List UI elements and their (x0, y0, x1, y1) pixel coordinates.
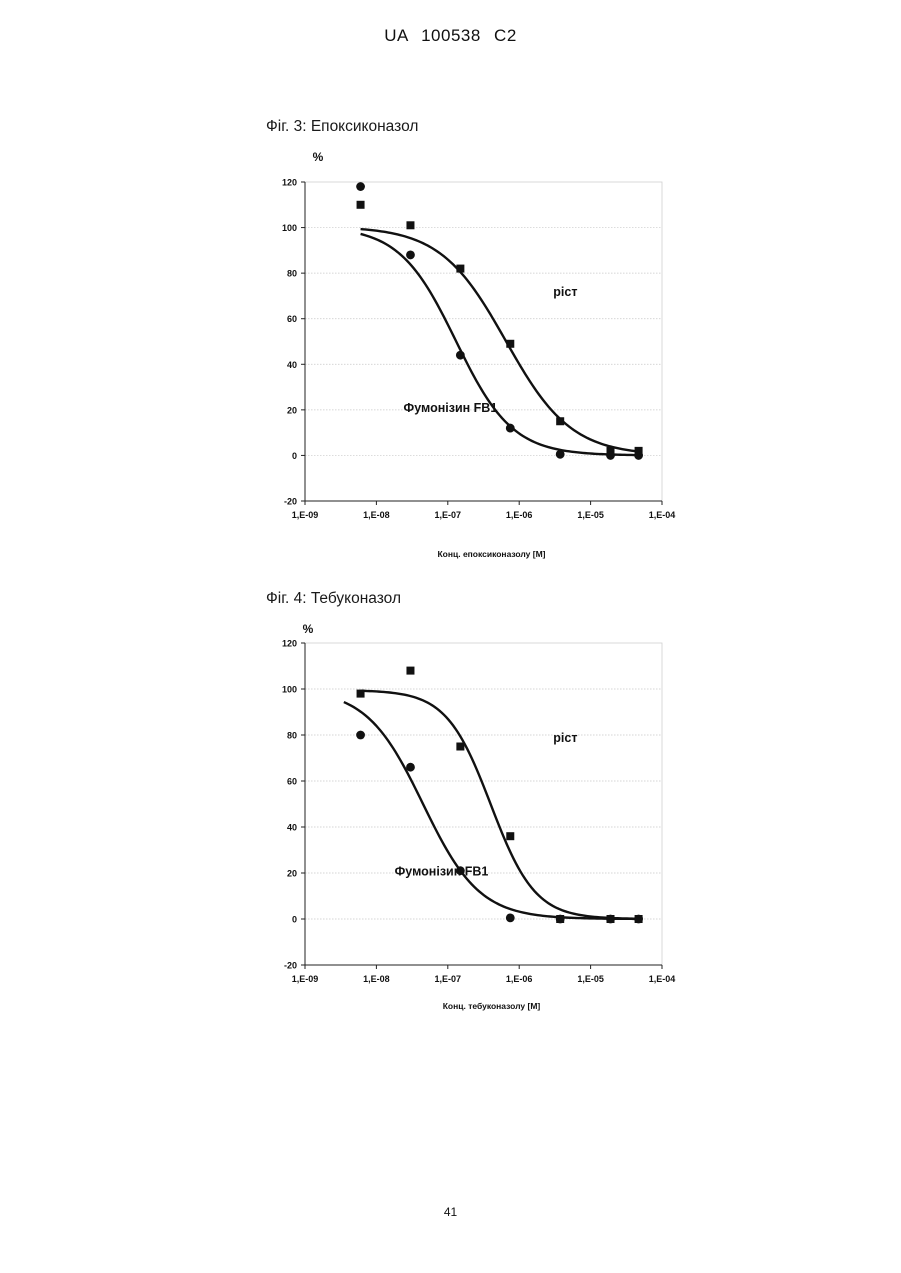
x-tick-label: 1,E-05 (577, 974, 604, 984)
x-tick-label: 1,E-05 (577, 510, 604, 520)
data-point-circle (606, 915, 615, 924)
y-tick-label: 100 (282, 685, 297, 695)
data-point-circle (634, 915, 643, 924)
y-tick-label: 120 (282, 178, 297, 188)
data-point-circle (356, 731, 365, 740)
y-tick-label: 120 (282, 639, 297, 649)
data-point-circle (406, 251, 415, 260)
y-tick-label: -20 (284, 497, 297, 507)
data-point-square (357, 201, 365, 209)
data-point-circle (634, 451, 643, 460)
data-point-square (406, 667, 414, 675)
chart-tebuconazole: -20 0 20 40 60 80 100 120 1,E-09 1,E-08 1,E-07 1,E-… (282, 622, 675, 1011)
y-tick-label: 80 (287, 269, 297, 279)
page-number: 41 (0, 1205, 901, 1219)
data-point-square (456, 265, 464, 273)
data-point-square (556, 417, 564, 425)
data-point-square (406, 221, 414, 229)
curve-annotation: ріст (553, 285, 577, 299)
y-tick-label: 20 (287, 869, 297, 879)
x-tick-label: 1,E-04 (649, 510, 676, 520)
data-point-circle (556, 450, 565, 459)
x-tick-label: 1,E-04 (649, 974, 676, 984)
y-tick-label: 60 (287, 314, 297, 324)
x-tick-label: 1,E-08 (363, 510, 390, 520)
y-tick-label: 0 (292, 915, 297, 925)
x-tick-label: 1,E-06 (506, 510, 533, 520)
data-point-square (357, 690, 365, 698)
y-tick-label: 40 (287, 360, 297, 370)
data-point-square (506, 340, 514, 348)
data-point-square (506, 832, 514, 840)
data-point-circle (556, 915, 565, 924)
data-point-circle (506, 913, 515, 922)
data-point-circle (406, 763, 415, 772)
x-tick-label: 1,E-09 (292, 510, 319, 520)
x-axis-label: Конц. тебуконазолу [M] (443, 1001, 541, 1011)
data-point-circle (356, 182, 365, 191)
x-tick-label: 1,E-09 (292, 974, 319, 984)
curve-annotation: Фумонізин FB1 (404, 401, 498, 415)
curve-annotation: ріст (553, 731, 577, 745)
y-axis-label: % (303, 622, 314, 636)
y-tick-label: -20 (284, 961, 297, 971)
curve-annotation: Фумонізин FB1 (395, 864, 489, 878)
y-tick-label: 60 (287, 777, 297, 787)
y-tick-label: 20 (287, 405, 297, 415)
data-point-circle (506, 424, 515, 433)
x-tick-label: 1,E-08 (363, 974, 390, 984)
y-tick-label: 80 (287, 731, 297, 741)
y-tick-label: 100 (282, 223, 297, 233)
data-point-circle (606, 451, 615, 460)
x-tick-label: 1,E-06 (506, 974, 533, 984)
x-tick-label: 1,E-07 (435, 974, 462, 984)
data-point-circle (456, 351, 465, 360)
y-tick-label: 40 (287, 823, 297, 833)
x-tick-label: 1,E-07 (435, 510, 462, 520)
y-tick-label: 0 (292, 451, 297, 461)
chart-epoxiconazole: -20 0 20 40 60 80 100 120 1,E-09 1,E-08 1,E-07 1,E-… (282, 150, 675, 559)
y-axis-label: % (313, 150, 324, 164)
data-point-square (456, 743, 464, 751)
x-axis-label: Конц. епоксиконазолу [M] (437, 549, 545, 559)
